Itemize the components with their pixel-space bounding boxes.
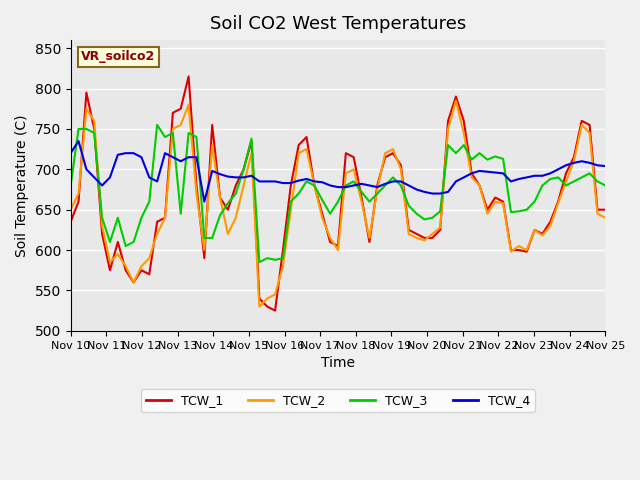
TCW_4 (177, 158, 184, 164)
TCW_2 (67, 207, 74, 213)
TCW_2 (594, 211, 602, 216)
TCW_1 (602, 207, 609, 213)
TCW_4 (67, 150, 74, 156)
TCW_4 (114, 152, 122, 157)
X-axis label: Time: Time (321, 356, 355, 370)
TCW_2 (169, 126, 177, 132)
Line: TCW_2: TCW_2 (70, 101, 605, 307)
TCW_3 (154, 122, 161, 128)
TCW_1 (154, 219, 161, 225)
TCW_2 (106, 259, 114, 265)
TCW_2 (154, 231, 161, 237)
TCW_3 (492, 154, 499, 159)
TCW_1 (492, 195, 499, 201)
TCW_4 (389, 179, 397, 184)
TCW_3 (255, 259, 263, 265)
TCW_1 (271, 308, 279, 313)
TCW_4 (161, 150, 169, 156)
TCW_4 (75, 138, 83, 144)
Line: TCW_1: TCW_1 (70, 76, 605, 311)
Text: VR_soilco2: VR_soilco2 (81, 50, 156, 63)
TCW_3 (67, 182, 74, 188)
TCW_1 (185, 73, 193, 79)
TCW_2 (602, 215, 609, 221)
Legend: TCW_1, TCW_2, TCW_3, TCW_4: TCW_1, TCW_2, TCW_3, TCW_4 (141, 389, 535, 412)
TCW_1 (389, 150, 397, 156)
TCW_4 (492, 169, 499, 175)
TCW_2 (492, 199, 499, 204)
TCW_3 (177, 211, 184, 216)
TCW_4 (200, 199, 208, 204)
TCW_3 (106, 239, 114, 245)
TCW_4 (602, 163, 609, 169)
TCW_2 (255, 304, 263, 310)
TCW_2 (452, 98, 460, 104)
Title: Soil CO2 West Temperatures: Soil CO2 West Temperatures (210, 15, 466, 33)
TCW_3 (594, 179, 602, 184)
Y-axis label: Soil Temperature (C): Soil Temperature (C) (15, 114, 29, 257)
Line: TCW_3: TCW_3 (70, 125, 605, 262)
TCW_4 (594, 162, 602, 168)
TCW_1 (106, 267, 114, 273)
TCW_1 (594, 207, 602, 213)
TCW_3 (389, 175, 397, 180)
TCW_1 (169, 110, 177, 116)
TCW_2 (381, 150, 389, 156)
TCW_1 (67, 219, 74, 225)
TCW_3 (161, 134, 169, 140)
TCW_3 (602, 182, 609, 188)
Line: TCW_4: TCW_4 (70, 141, 605, 202)
